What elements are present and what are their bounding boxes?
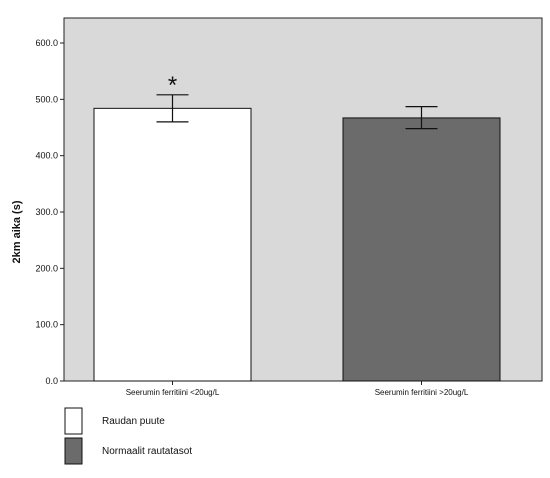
- y-tick-label: 300.0: [35, 207, 58, 217]
- y-axis-label: 2km aika (s): [11, 200, 23, 263]
- category-label-2: Seerumin ferritiini >20ug/L: [375, 388, 469, 397]
- legend-label-1: Raudan puute: [102, 416, 165, 427]
- category-label-1: Seerumin ferritiini <20ug/L: [126, 388, 220, 397]
- bar-2: [342, 117, 501, 382]
- legend-swatch-1: [64, 407, 83, 435]
- legend-label-2: Normaalit rautatasot: [102, 446, 192, 457]
- legend: Raudan puute Normaalit rautatasot: [64, 407, 192, 465]
- y-tick-label: 600.0: [35, 38, 58, 48]
- legend-swatch-2: [64, 437, 83, 465]
- bars: *: [93, 72, 501, 382]
- x-axis: Seerumin ferritiini <20ug/L Seerumin ferr…: [126, 381, 469, 397]
- y-tick-label: 100.0: [35, 320, 58, 330]
- bar-1: [93, 107, 252, 382]
- y-tick-label: 0.0: [45, 376, 58, 386]
- y-tick-label: 400.0: [35, 151, 58, 161]
- y-tick-label: 500.0: [35, 94, 58, 104]
- y-axis: 0.0 100.0 200.0 300.0 400.0 500.0 600.0: [35, 38, 64, 386]
- y-tick-label: 200.0: [35, 263, 58, 273]
- significance-marker: *: [168, 72, 177, 99]
